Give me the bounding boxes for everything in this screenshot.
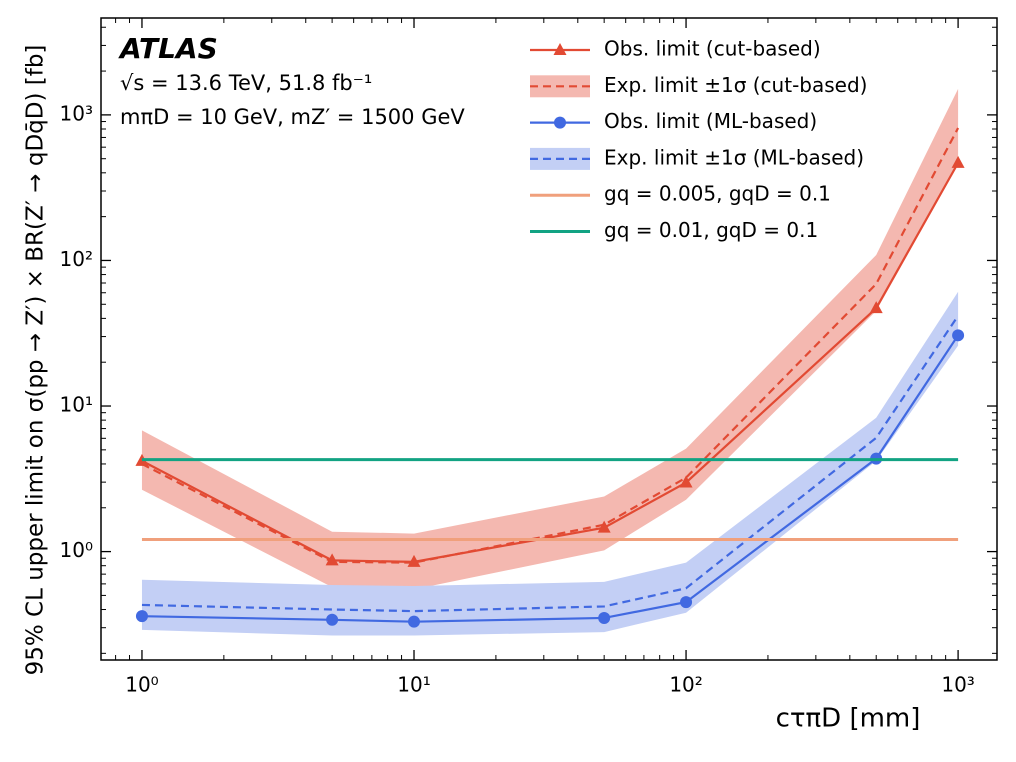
- legend-label: Exp. limit ±1σ (ML-based): [604, 145, 864, 169]
- x-tick-label: 10²: [669, 673, 702, 697]
- triangle-marker: [869, 301, 883, 314]
- triangle-marker: [597, 520, 611, 533]
- circle-marker: [408, 615, 421, 628]
- x-tick-label: 10⁰: [125, 673, 158, 697]
- circle-marker: [135, 610, 148, 623]
- y-tick-label: 10⁰: [60, 538, 93, 562]
- expected-line: [141, 127, 960, 564]
- legend-entry: gq = 0.005, gqD = 0.1: [530, 182, 831, 206]
- circle-marker: [598, 611, 611, 624]
- energy-label: √s = 13.6 TeV, 51.8 fb⁻¹: [120, 71, 372, 95]
- circle-marker: [680, 596, 693, 609]
- legend-label: gq = 0.01, gqD = 0.1: [604, 218, 818, 242]
- legend-entry: Exp. limit ±1σ (ML-based): [530, 145, 864, 170]
- circle-marker: [326, 613, 339, 626]
- expected-line: [141, 315, 960, 613]
- legend-marker: [553, 43, 567, 55]
- y-tick-label: 10²: [60, 247, 93, 271]
- triangle-marker: [679, 475, 693, 488]
- mass-label: mπD = 10 GeV, mZ′ = 1500 GeV: [120, 105, 465, 129]
- legend-entry: Obs. limit (ML-based): [530, 109, 817, 133]
- atlas-label: ATLAS: [118, 32, 218, 65]
- x-tick-label: 10³: [941, 673, 974, 697]
- y-tick-label: 10³: [60, 101, 93, 125]
- legend-label: Exp. limit ±1σ (cut-based): [604, 73, 867, 97]
- legend-marker: [554, 116, 566, 129]
- circle-marker: [952, 329, 965, 342]
- plot-area: [135, 88, 965, 636]
- y-tick-label: 10¹: [60, 393, 93, 417]
- triangle-marker: [951, 155, 965, 168]
- plot-frame: [100, 17, 998, 661]
- legend-label: Obs. limit (cut-based): [604, 37, 821, 61]
- triangle-marker: [407, 554, 421, 567]
- y-axis-label: 95% CL upper limit on σ(pp → Z′) × BR(Z′…: [23, 45, 49, 676]
- x-axis-label: cτπD [mm]: [776, 704, 921, 734]
- x-tick-label: 10¹: [397, 673, 430, 697]
- legend-entry: gq = 0.01, gqD = 0.1: [530, 218, 818, 242]
- legend-entry: Obs. limit (cut-based): [530, 37, 821, 61]
- legend-label: Obs. limit (ML-based): [604, 109, 817, 133]
- legend-label: gq = 0.005, gqD = 0.1: [604, 182, 831, 206]
- error-band: [141, 88, 959, 590]
- triangle-marker: [325, 553, 339, 566]
- legend-entry: Exp. limit ±1σ (cut-based): [530, 73, 867, 98]
